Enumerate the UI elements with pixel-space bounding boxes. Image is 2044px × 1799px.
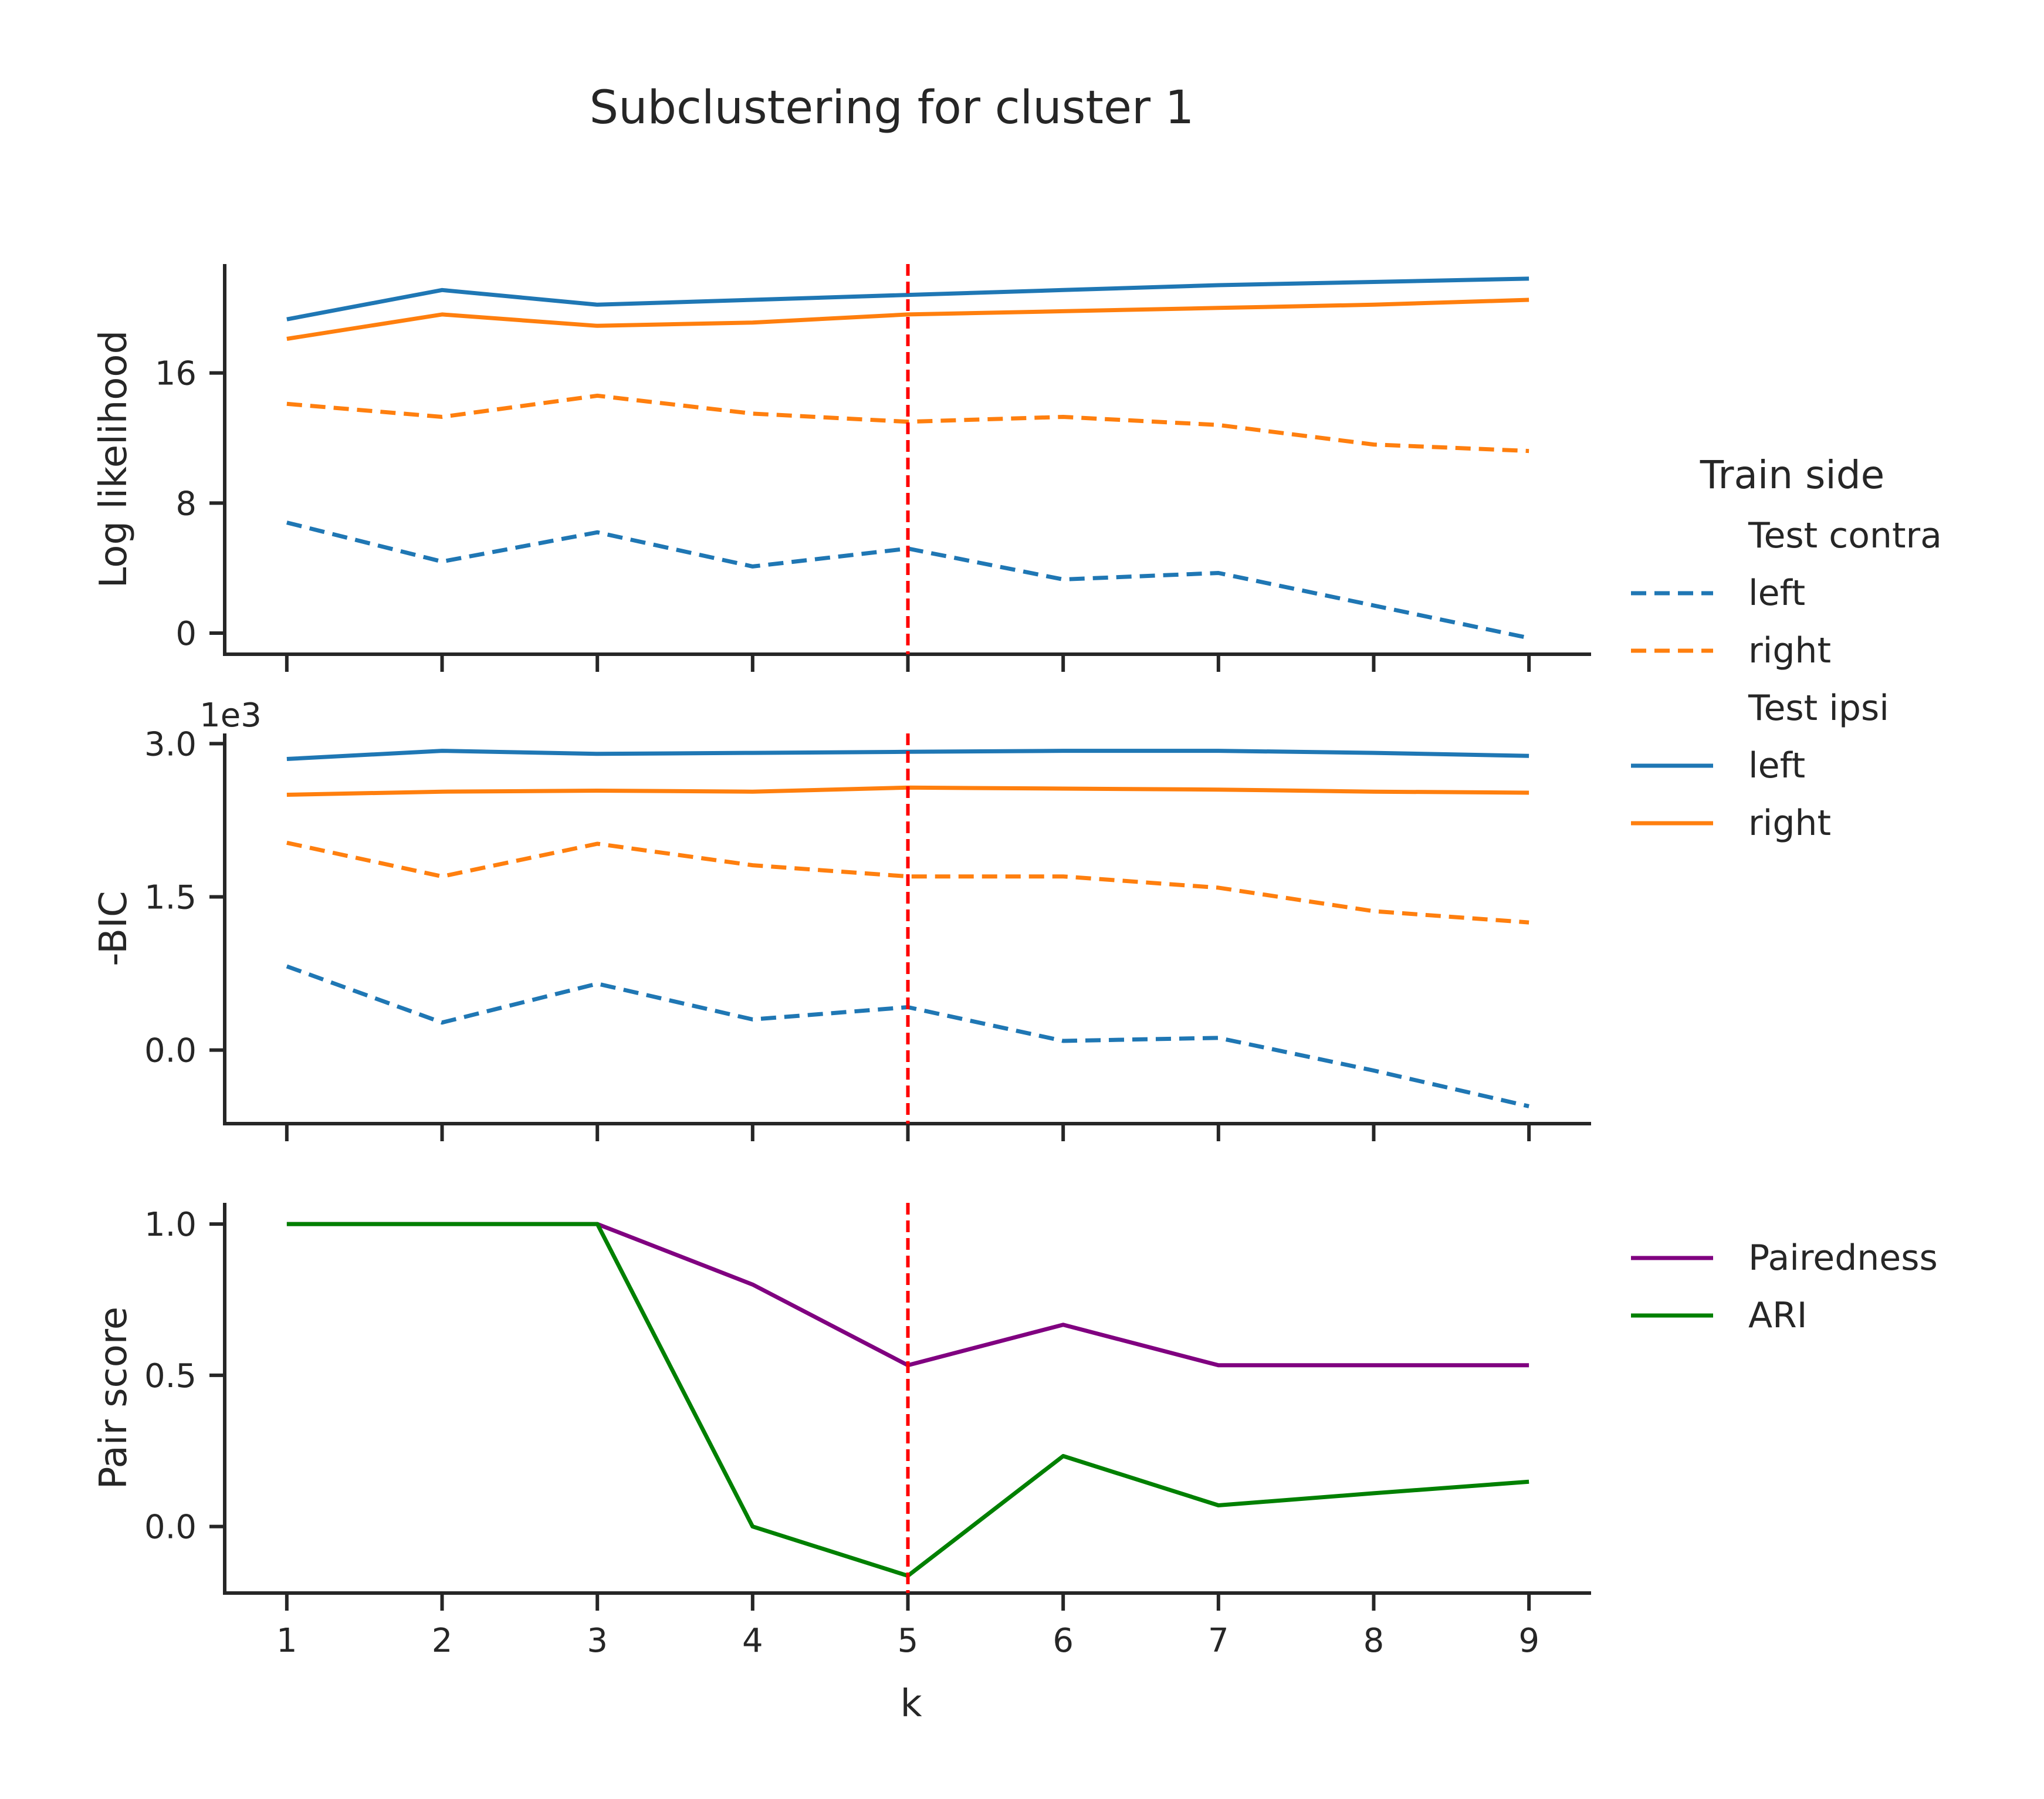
legend-group-test-contra: Test contra xyxy=(1748,515,1942,556)
series-line-test-contra-right xyxy=(286,840,1529,925)
y-tick-label: 8 xyxy=(175,485,197,523)
y-tick-label: 0 xyxy=(175,615,197,653)
series-line-test-contra-left xyxy=(286,520,1529,640)
series-line-test-ipsi-left xyxy=(286,276,1529,322)
legend-group-test-ipsi: Test ipsi xyxy=(1748,688,1889,729)
y-tick-label: 1.0 xyxy=(144,1206,197,1244)
y-tick-label: 0.0 xyxy=(144,1032,197,1070)
legend-item-contra-right: right xyxy=(1748,630,1831,671)
y-tick-label: 0.0 xyxy=(144,1509,197,1547)
x-tick-label: 4 xyxy=(742,1622,763,1660)
chart-title: Subclustering for cluster 1 xyxy=(590,82,1194,134)
legend-item-contra-left: left xyxy=(1748,573,1805,614)
x-tick-label: 7 xyxy=(1208,1622,1229,1660)
legend-train-side: Train side Test contra left right Test i… xyxy=(1631,452,1942,844)
legend-item-ari: ARI xyxy=(1748,1295,1807,1336)
x-tick-label: 5 xyxy=(898,1622,919,1660)
legend-item-ipsi-left: left xyxy=(1748,745,1805,786)
x-tick-label: 2 xyxy=(432,1622,453,1660)
x-tick-label: 8 xyxy=(1363,1622,1385,1660)
x-axis-label: k xyxy=(900,1682,922,1726)
y-tick-label: 0.5 xyxy=(144,1357,197,1395)
y-tick-label: 16 xyxy=(155,355,197,393)
x-tick-label: 6 xyxy=(1053,1622,1074,1660)
y-axis-label: Log likelihood xyxy=(92,330,136,588)
y-tick-label: 3.0 xyxy=(144,725,197,763)
legend-title: Train side xyxy=(1700,452,1885,498)
panel-pair-score: 0.0 0.5 1.0 1 2 3 4 5 6 7 8 9 Pair score xyxy=(92,1203,1591,1660)
panel-bic: 0.0 1.5 3.0 -BIC 1e3 xyxy=(92,696,1591,1141)
x-tick-label: 9 xyxy=(1518,1622,1539,1660)
y-axis-label: -BIC xyxy=(92,891,136,966)
x-tick-label: 3 xyxy=(587,1622,608,1660)
axis-scale-label: 1e3 xyxy=(199,696,262,735)
y-axis-label: Pair score xyxy=(92,1307,136,1489)
legend-item-pairedness: Pairedness xyxy=(1748,1237,1938,1279)
series-line-test-ipsi-right xyxy=(286,297,1529,341)
series-line-test-contra-right xyxy=(286,393,1529,454)
y-tick-label: 1.5 xyxy=(144,879,197,917)
panel-log-likelihood: 0 8 16 Log likelihood xyxy=(92,264,1591,672)
x-tick-label: 1 xyxy=(276,1622,297,1660)
legend-pair-score: Pairedness ARI xyxy=(1631,1237,1938,1336)
legend-item-ipsi-right: right xyxy=(1748,803,1831,844)
